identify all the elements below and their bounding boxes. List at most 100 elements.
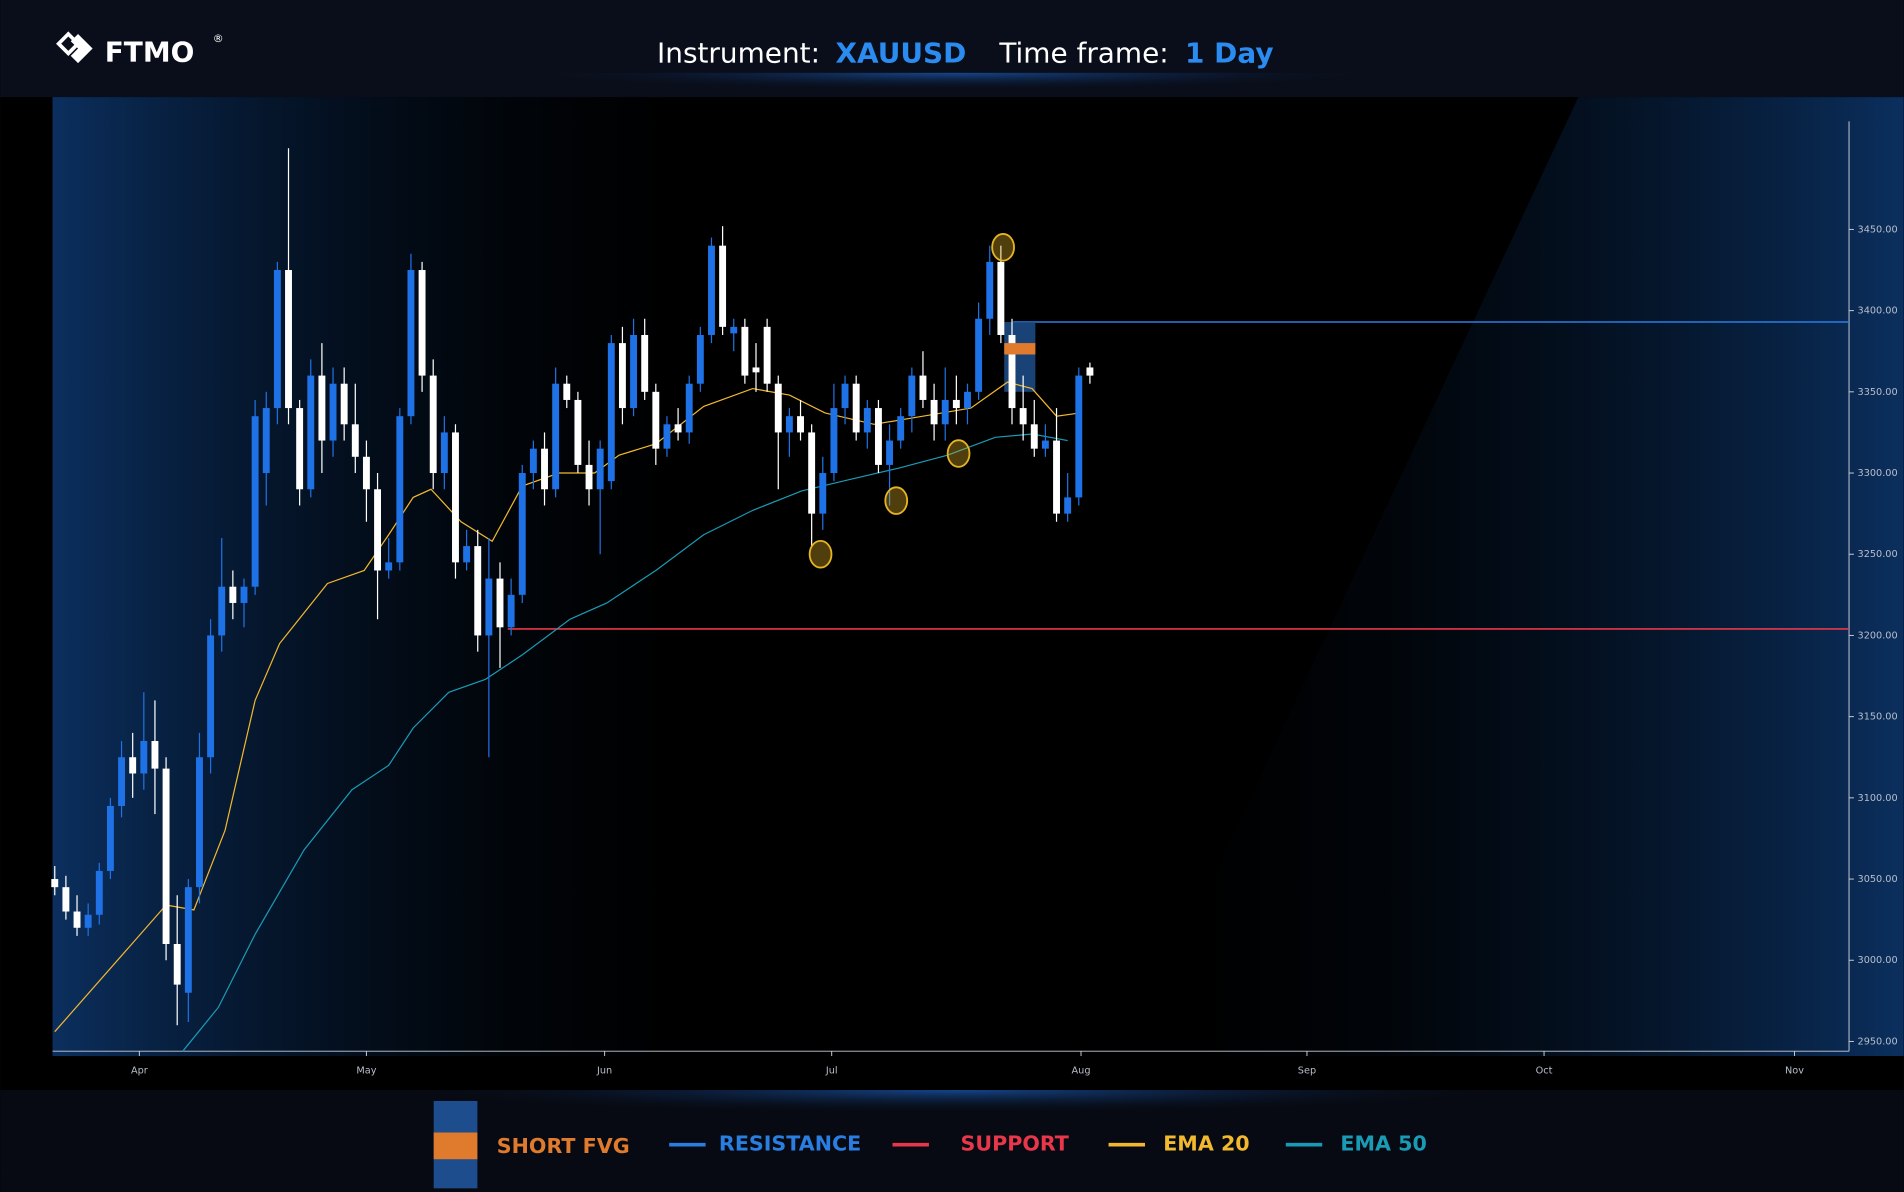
candle-body — [941, 399, 949, 425]
candle-body — [908, 375, 916, 417]
candle-body — [440, 432, 448, 474]
candle-body — [507, 594, 515, 628]
candle-body — [218, 586, 226, 636]
candle-body — [518, 473, 526, 595]
candle-body — [463, 546, 471, 563]
x-tick-label: Nov — [1785, 1066, 1804, 1077]
candle-body — [552, 383, 560, 490]
plot-glow-right — [1129, 97, 1904, 1057]
candle-body — [785, 416, 793, 433]
candle-body — [563, 383, 571, 400]
candle-body — [452, 432, 459, 563]
swing-marker — [808, 539, 833, 569]
candle-body — [407, 270, 415, 417]
y-tick-label: 3150.00 — [1858, 712, 1898, 723]
y-tick-label: 3300.00 — [1858, 468, 1898, 479]
candle-body — [273, 270, 281, 409]
candle-body — [685, 383, 693, 433]
candle-body — [819, 473, 827, 514]
candle-body — [418, 270, 426, 376]
candle-body — [897, 416, 905, 441]
candle-body — [262, 408, 270, 474]
candle-body — [763, 326, 771, 384]
candle-body — [340, 383, 348, 425]
x-tick-label: Oct — [1536, 1066, 1553, 1077]
candle-body — [730, 326, 738, 334]
candle-body — [362, 456, 370, 490]
candle-body — [1064, 497, 1072, 514]
logo-text: FTMO — [105, 35, 195, 68]
candle-body — [251, 416, 259, 587]
candle-body — [118, 757, 125, 806]
legend-label: SHORT FVG — [497, 1134, 630, 1158]
logo-mark: ® — [213, 32, 224, 45]
candle-body — [630, 334, 638, 409]
y-tick-label: 2950.00 — [1858, 1036, 1898, 1047]
candle-body — [351, 424, 359, 457]
candle-body — [708, 245, 715, 335]
candle-body — [173, 944, 181, 985]
candle-body — [485, 578, 493, 636]
legend-label: SUPPORT — [960, 1132, 1068, 1156]
candle-body — [318, 375, 326, 441]
legend-label: EMA 50 — [1340, 1132, 1426, 1156]
y-tick-label: 3250.00 — [1858, 549, 1898, 560]
swing-marker — [946, 439, 971, 468]
candle-body — [106, 805, 114, 871]
candle-body — [752, 367, 760, 373]
candle-body — [129, 757, 137, 774]
candle-body — [1041, 440, 1049, 449]
candle-body — [596, 448, 604, 490]
candle-body — [618, 343, 626, 409]
candle-body — [529, 448, 537, 474]
candle-body — [329, 383, 337, 441]
candle-body — [663, 424, 671, 449]
candle-body — [741, 326, 749, 376]
logo-icon — [70, 33, 93, 64]
candle-body — [296, 408, 304, 490]
candle-body — [196, 757, 203, 888]
candle-body — [641, 334, 649, 392]
candle-body — [919, 375, 927, 400]
candle-body — [863, 408, 871, 433]
fvg-gap — [1004, 343, 1036, 355]
candle-body — [719, 245, 727, 327]
y-tick-label: 3100.00 — [1858, 793, 1898, 804]
candle-body — [62, 887, 70, 912]
legend-label: RESISTANCE — [719, 1132, 861, 1156]
candle-body — [151, 740, 159, 769]
candle-body — [396, 416, 404, 563]
y-tick-label: 3000.00 — [1858, 955, 1898, 966]
candle-body — [830, 408, 838, 474]
x-tick-label: Apr — [131, 1066, 148, 1077]
y-tick-label: 3350.00 — [1858, 387, 1898, 398]
x-tick-label: May — [356, 1066, 376, 1077]
candle-body — [952, 399, 960, 409]
candle-body — [997, 261, 1005, 335]
candle-body — [574, 399, 582, 465]
candle-body — [808, 432, 816, 514]
y-tick-label: 3050.00 — [1858, 874, 1898, 885]
candle-body — [652, 391, 660, 449]
candle-body — [84, 914, 92, 928]
candle-body — [1086, 367, 1094, 376]
candle-body — [496, 578, 504, 628]
candle-body — [374, 489, 382, 571]
plot-glow-left — [52, 97, 733, 1057]
y-tick-label: 3450.00 — [1858, 224, 1898, 235]
swing-marker — [884, 486, 909, 515]
instrument-label: Instrument: — [657, 37, 820, 70]
y-tick-label: 3400.00 — [1858, 306, 1898, 317]
candle-body — [674, 424, 682, 433]
x-tick-label: Jun — [596, 1066, 612, 1077]
candle-body — [1030, 424, 1038, 449]
candle-body — [207, 635, 215, 758]
candle-body — [162, 768, 170, 945]
candle-body — [852, 383, 860, 433]
timeframe-label: Time frame: — [998, 37, 1168, 70]
candle-body — [1053, 440, 1060, 514]
candle-body — [874, 408, 882, 465]
candle-body — [307, 375, 315, 490]
candle-body — [1075, 375, 1083, 498]
